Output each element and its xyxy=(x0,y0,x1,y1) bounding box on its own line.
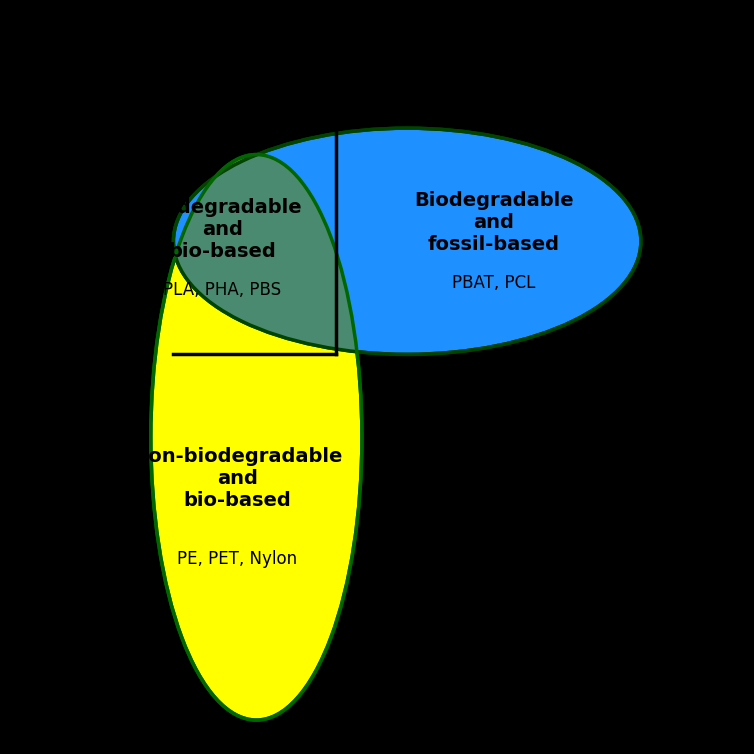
Text: PE, PET, Nylon: PE, PET, Nylon xyxy=(177,550,298,569)
Text: Biodegradable
and
bio-based: Biodegradable and bio-based xyxy=(143,198,302,262)
Ellipse shape xyxy=(151,155,362,720)
Text: PLA, PHA, PBS: PLA, PHA, PBS xyxy=(164,281,281,299)
Ellipse shape xyxy=(173,128,641,354)
Text: Biodegradable
and
fossil-based: Biodegradable and fossil-based xyxy=(414,191,574,254)
Ellipse shape xyxy=(151,155,362,720)
Text: PBAT, PCL: PBAT, PCL xyxy=(452,274,535,292)
Text: Non-biodegradable
and
bio-based: Non-biodegradable and bio-based xyxy=(132,447,343,510)
